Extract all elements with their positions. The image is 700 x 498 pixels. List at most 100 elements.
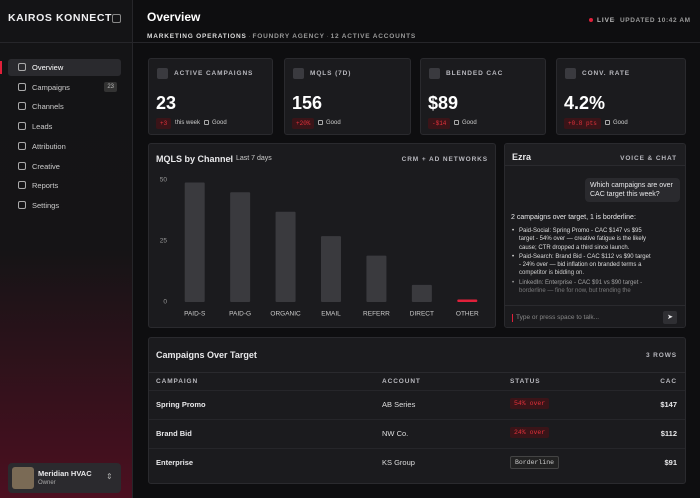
account-switcher[interactable]: Meridian HVAC Owner ⇕ <box>8 463 121 493</box>
kpi-note: this week <box>175 120 201 126</box>
column-header: CAC <box>660 378 677 385</box>
kpi-status: Good <box>212 120 227 126</box>
account-name: KS Group <box>382 458 415 467</box>
send-button[interactable]: ➤ <box>663 311 677 324</box>
account-name: Meridian HVAC <box>38 469 92 478</box>
kpi-label: BLENDED CAC <box>446 70 504 77</box>
kpi-delta: +0.8 pts <box>564 118 601 129</box>
separator: · <box>613 17 617 24</box>
chevron: ⇕ <box>106 472 113 481</box>
nav-item[interactable]: Channels <box>8 98 121 115</box>
kpi-delta: +3 <box>156 118 172 129</box>
cac: $147 <box>660 400 677 409</box>
kpi-label: CONV. RATE <box>582 70 631 77</box>
nav-item[interactable]: Creative <box>8 158 121 175</box>
kpi-label: MQLS (7D) <box>310 70 352 77</box>
nav-label: Campaigns <box>32 82 70 92</box>
subtitle: MARKETING OPERATIONS · FOUNDRY AGENCY · … <box>147 25 416 43</box>
kpi-status: Good <box>326 120 341 126</box>
nav-label: Settings <box>32 200 60 210</box>
caret <box>512 314 513 322</box>
bullet-dot: • <box>512 228 515 234</box>
chart-panel: MQLS by Channel · Last 7 days CRM + AD N… <box>148 143 496 328</box>
nav-label: Leads <box>32 122 53 132</box>
separator: · <box>246 33 253 40</box>
live-dot <box>589 18 593 22</box>
status-pill: 24% over <box>510 427 550 438</box>
assistant-header <box>505 144 685 166</box>
column-header: STATUS <box>510 378 541 385</box>
subtitle-part: 12 ACTIVE ACCOUNTS <box>330 33 417 40</box>
kpi-value: 156 <box>292 93 323 113</box>
separator: · <box>324 33 331 40</box>
active-indicator <box>0 61 2 74</box>
nav-badge: 23 <box>104 81 117 92</box>
user-message: Which campaigns are over CAC target this… <box>585 178 680 202</box>
kpi-value: 23 <box>156 93 177 113</box>
nav-icon <box>18 200 26 209</box>
campaign-table: Campaigns Over Target 3 ROWS CAMPAIGN ACC… <box>148 337 686 484</box>
assistant-tag: VOICE & CHAT <box>620 155 677 162</box>
kpi-card: ACTIVE CAMPAIGNS 23 +3 this week Good <box>148 58 273 135</box>
kpi-label: ACTIVE CAMPAIGNS <box>174 70 254 77</box>
campaign-name: Brand Bid <box>156 429 192 438</box>
nav-item[interactable]: Leads <box>8 118 121 135</box>
input-bar[interactable]: Type or press space to talk... ➤ <box>505 305 685 327</box>
kpi-delta: +20% <box>292 118 315 129</box>
input-placeholder: Type or press space to talk... <box>516 314 600 321</box>
live: LIVE <box>597 17 616 24</box>
bullet-dot: • <box>512 253 515 260</box>
table-title: Campaigns Over Target <box>156 350 257 360</box>
account-name: AB Series <box>382 400 416 409</box>
nav-icon <box>18 141 26 150</box>
nav-item[interactable]: Reports <box>8 177 121 194</box>
nav-item[interactable]: Overview <box>0 59 121 76</box>
nav-icon <box>18 63 26 71</box>
nav-label: Creative <box>32 161 60 171</box>
kpi-value: $89 <box>428 93 459 113</box>
status-icon <box>605 120 610 125</box>
chart-subtitle: Last 7 days <box>236 155 272 162</box>
column-header: CAMPAIGN <box>156 378 199 385</box>
brand: KAIROS KONNECT <box>8 12 113 24</box>
nav-icon <box>18 181 26 190</box>
table-count: 3 ROWS <box>645 352 677 359</box>
kpi-card: BLENDED CAC $89 -$14 Good <box>420 58 546 135</box>
assistant-panel: Ezra VOICE & CHAT Which campaigns are ov… <box>504 143 686 328</box>
divider <box>149 372 685 373</box>
campaign-name: Enterprise <box>156 458 194 467</box>
nav-icon <box>18 82 26 91</box>
status-pill: Borderline <box>510 456 560 469</box>
nav-item[interactable]: Campaigns 23 <box>8 79 121 96</box>
kpi-icon <box>157 68 168 79</box>
fade <box>505 269 685 309</box>
subtitle-part: FOUNDRY AGENCY <box>252 33 325 40</box>
assistant-intro: 2 campaigns over target, 1 is borderline… <box>511 214 636 221</box>
nav-label: Overview <box>32 63 64 72</box>
account-role: Owner <box>38 480 56 486</box>
kpi-status: Good <box>613 120 628 126</box>
kpi-delta: -$14 <box>428 118 451 129</box>
page-title: Overview <box>147 10 201 24</box>
nav-icon <box>18 122 26 131</box>
nav-item[interactable]: Settings <box>8 197 121 214</box>
campaign-name: Spring Promo <box>156 400 206 409</box>
row-divider <box>149 390 685 391</box>
cac: $91 <box>664 458 677 467</box>
assistant-title: Ezra <box>512 152 532 162</box>
nav-label: Reports <box>32 181 59 191</box>
nav-item[interactable]: Attribution <box>8 138 121 155</box>
nav-label: Attribution <box>32 141 66 151</box>
status-icon <box>204 120 209 125</box>
kpi-status: Good <box>462 120 477 126</box>
status-pill: 54% over <box>510 398 550 409</box>
header-divider <box>0 42 700 43</box>
kpi-icon <box>565 68 576 79</box>
kpi-icon <box>293 68 304 79</box>
column-header: ACCOUNT <box>382 378 421 385</box>
status-icon <box>454 120 459 125</box>
nav-icon <box>18 161 26 170</box>
account-name: NW Co. <box>382 429 409 438</box>
collapse-button[interactable] <box>112 14 121 23</box>
